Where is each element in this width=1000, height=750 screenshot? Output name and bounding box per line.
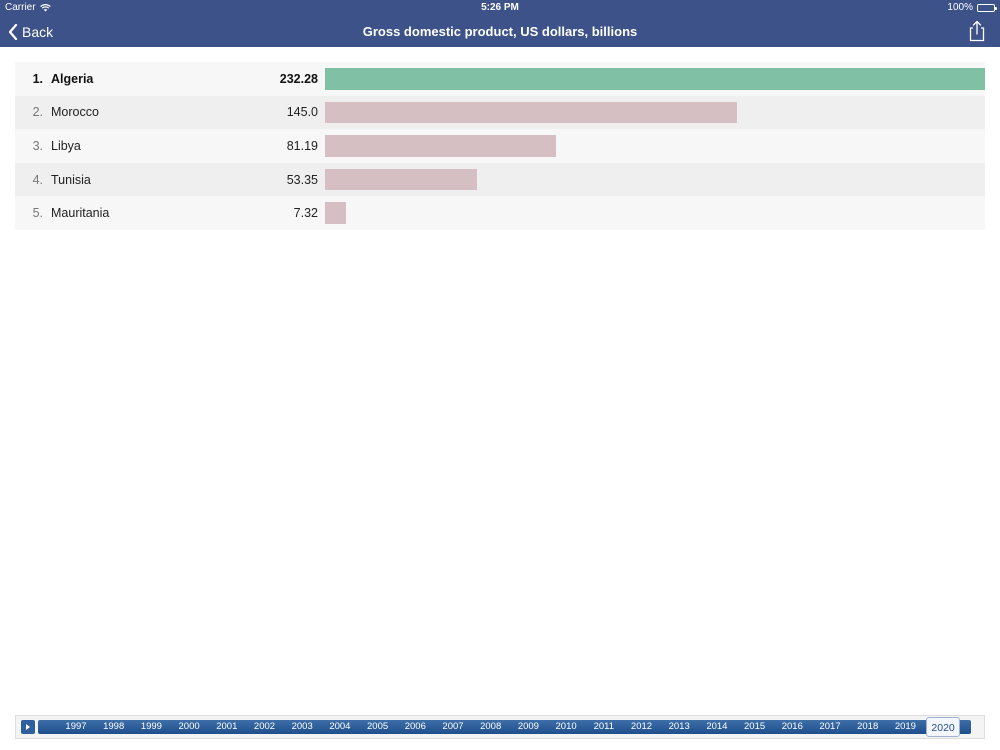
year-2001[interactable]: 2001 bbox=[216, 721, 238, 732]
year-1997[interactable]: 1997 bbox=[65, 721, 87, 732]
play-button[interactable] bbox=[21, 720, 35, 734]
year-2003[interactable]: 2003 bbox=[291, 721, 313, 732]
years-bar: 1997 1998 1999 2000 2001 2002 2003 2004 2005 2006… bbox=[38, 717, 971, 737]
year-2019[interactable]: 2019 bbox=[894, 721, 916, 732]
bar-track bbox=[325, 202, 985, 224]
year-2016[interactable]: 2016 bbox=[781, 721, 803, 732]
year-1999[interactable]: 1999 bbox=[140, 721, 162, 732]
bar-track bbox=[325, 68, 985, 90]
status-bar: Carrier 5:26 PM 100% bbox=[0, 0, 1000, 16]
table-row[interactable]: 3. Libya 81.19 bbox=[15, 129, 985, 163]
country-label: Libya bbox=[51, 138, 81, 153]
year-2015[interactable]: 2015 bbox=[744, 721, 766, 732]
year-2002[interactable]: 2002 bbox=[253, 721, 276, 732]
year-2012[interactable]: 2012 bbox=[630, 721, 653, 732]
year-2005[interactable]: 2005 bbox=[367, 721, 389, 732]
rank-label: 4. bbox=[32, 172, 43, 187]
carrier-label: Carrier bbox=[5, 2, 36, 13]
rank-label: 5. bbox=[32, 206, 43, 221]
table-row[interactable]: 4. Tunisia 53.35 bbox=[15, 162, 985, 197]
country-label: Morocco bbox=[51, 105, 99, 120]
wifi-icon bbox=[39, 3, 51, 11]
year-2020[interactable]: 2020 bbox=[926, 717, 961, 737]
year-2007[interactable]: 2007 bbox=[442, 721, 464, 732]
table-row[interactable]: 2. Morocco 145.0 bbox=[15, 95, 985, 130]
year-2000[interactable]: 2000 bbox=[178, 721, 200, 732]
status-carrier: Carrier bbox=[5, 2, 51, 13]
value-label: 7.32 bbox=[293, 206, 318, 221]
country-label: Tunisia bbox=[51, 172, 91, 187]
header: Carrier 5:26 PM 100% Back Gross domestic… bbox=[0, 0, 1000, 47]
bar-track bbox=[325, 101, 985, 124]
table-row[interactable]: 5. Mauritania 7.32 bbox=[15, 196, 985, 230]
year-2011[interactable]: 2011 bbox=[593, 721, 615, 732]
page-title: Gross domestic product, US dollars, bill… bbox=[362, 24, 638, 39]
rank-label: 2. bbox=[32, 105, 43, 120]
battery-icon bbox=[977, 3, 997, 12]
ranking-list: 1. Algeria 232.28 2. Morocco 145.0 3. Libya 81.1… bbox=[15, 62, 985, 230]
back-label: Back bbox=[22, 24, 54, 40]
bar bbox=[325, 168, 477, 191]
rank-label: 1. bbox=[32, 71, 43, 86]
bar-track bbox=[325, 168, 985, 191]
year-2014[interactable]: 2014 bbox=[706, 721, 728, 732]
share-button[interactable] bbox=[966, 20, 988, 42]
bar bbox=[325, 68, 985, 90]
bar bbox=[325, 101, 737, 124]
year-2018[interactable]: 2018 bbox=[857, 721, 879, 732]
year-2010[interactable]: 2010 bbox=[555, 721, 577, 732]
back-button[interactable]: Back bbox=[8, 22, 53, 42]
value-label: 145.0 bbox=[286, 105, 318, 120]
value-label: 53.35 bbox=[286, 172, 318, 187]
share-icon bbox=[969, 20, 985, 42]
rank-label: 3. bbox=[32, 138, 43, 153]
country-label: Mauritania bbox=[51, 206, 110, 221]
year-1998[interactable]: 1998 bbox=[103, 721, 125, 732]
table-row[interactable]: 1. Algeria 232.28 bbox=[15, 62, 985, 96]
year-2009[interactable]: 2009 bbox=[517, 721, 539, 732]
year-2013[interactable]: 2013 bbox=[668, 721, 690, 732]
battery-label: 100% bbox=[947, 2, 973, 13]
bar bbox=[325, 202, 346, 224]
status-battery: 100% bbox=[947, 2, 997, 13]
year-timeline: 1997 1998 1999 2000 2001 2002 2003 2004 2005 2006… bbox=[15, 715, 985, 739]
year-2006[interactable]: 2006 bbox=[404, 721, 426, 732]
chevron-left-icon bbox=[8, 24, 18, 40]
country-label: Algeria bbox=[51, 71, 94, 86]
value-label: 81.19 bbox=[286, 138, 318, 153]
year-2004[interactable]: 2004 bbox=[329, 721, 351, 732]
value-label: 232.28 bbox=[279, 71, 318, 86]
bar bbox=[325, 135, 556, 157]
year-2008[interactable]: 2008 bbox=[480, 721, 502, 732]
status-time: 5:26 PM bbox=[481, 2, 519, 13]
bar-track bbox=[325, 135, 985, 157]
year-2017[interactable]: 2017 bbox=[819, 721, 841, 732]
